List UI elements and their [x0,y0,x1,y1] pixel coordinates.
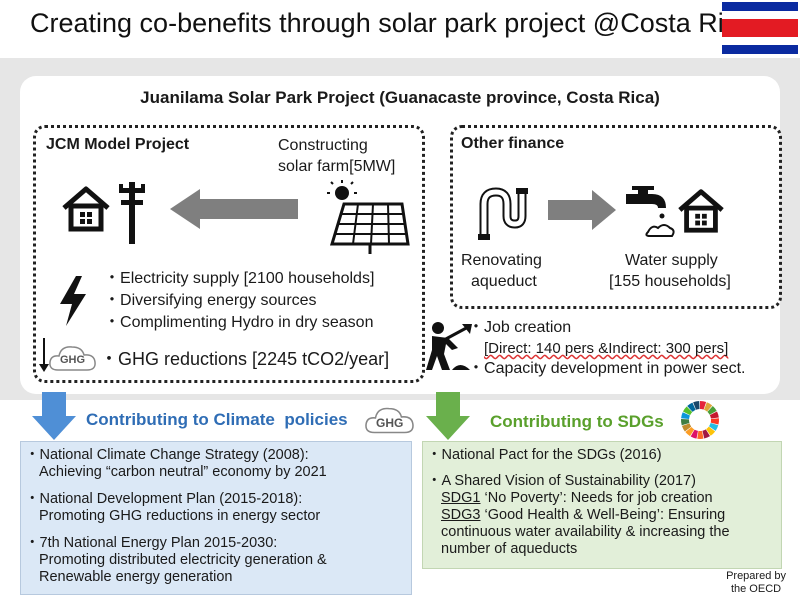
solar-panel-icon [322,180,410,261]
water-flow-arrow [548,190,616,235]
jcm-bullet-2: ・Diversifying energy sources [104,292,317,309]
sdg-wheel-segment [681,412,690,419]
sdg-wheel-segment [697,430,704,439]
sdg-wheel-segment [693,401,700,410]
climate-item-2: ・National Development Plan (2015-2018): … [25,491,321,524]
sdg-wheel-segment [682,406,693,416]
sdg-wheel-segment [710,418,719,425]
sdg-wheel-segment [702,429,711,439]
renovating-label-2: aqueduct [471,273,537,290]
jcm-model-project-box [33,125,425,383]
water-supply-label-2: [155 households] [609,273,731,290]
climate-item-1: ・National Climate Change Strategy (2008)… [25,447,327,480]
sdg-down-arrow [426,392,470,445]
sdg-wheel-segment [685,426,695,437]
sdg-wheel-icon [680,400,720,445]
sdg-wheel-segment [700,401,707,410]
ghg-cloud-icon: GHG [48,342,98,372]
costa-rica-flag [722,2,798,54]
ghg-cloud-label-2: GHG [376,416,404,430]
sdg3-code: SDG3 [441,507,481,523]
solar-label-line1: Constructing [278,137,368,154]
power-flow-arrow [170,187,298,236]
jcm-bullet-1: ・Electricity supply [2100 households] [104,270,375,287]
sdg-wheel-segment [707,405,717,415]
worker-icon [424,320,472,377]
job-creation: ・Job creation [468,319,572,336]
climate-policies-box: ・National Climate Change Strategy (2008)… [20,441,412,595]
down-arrow-icon [39,338,49,377]
sdg-item-vision: ・A Shared Vision of Sustainability (2017… [427,473,730,557]
utility-pole-icon [116,178,148,249]
contributing-climate-policies: Contributing to Climate policies [86,410,348,429]
page-title: Creating co-benefits through solar park … [30,8,753,38]
water-house-icon [676,186,726,239]
other-finance-box [450,125,782,309]
prepared-by: Prepared by the OECD [726,570,786,595]
other-finance-heading: Other finance [461,135,565,152]
climate-item-3: ・7th National Energy Plan 2015-2030: Pro… [25,535,327,585]
project-title: Juanilama Solar Park Project (Guanacaste… [140,88,660,107]
sdgs-box: ・National Pact for the SDGs (2016) ・A Sh… [422,441,782,569]
sdg1-code: SDG1 [441,490,481,506]
sdg-wheel-segment [681,419,690,426]
water-supply-label-1: Water supply [625,252,718,269]
renovating-label-1: Renovating [461,252,542,269]
ghg-cloud-icon-2: GHG [364,402,416,436]
sdg-wheel-segment [687,402,696,412]
sdg-wheel-segment [690,429,698,439]
climate-down-arrow [32,392,76,445]
sdg-item-pact: ・National Pact for the SDGs (2016) [427,447,662,463]
sdg-wheel-segment [681,423,692,432]
sdg-wheel-segment [709,423,719,431]
ghg-cloud-label: GHG [60,354,86,366]
lightning-icon [56,276,90,331]
capacity-development: ・Capacity development in power sect. [468,360,746,377]
solar-label-line2: solar farm[5MW] [278,158,396,175]
sdg-wheel-segment [706,426,716,436]
house-icon [60,184,112,237]
jcm-bullet-3: ・Complimenting Hydro in dry season [104,314,374,331]
sdg-wheel-segment [709,411,719,419]
contributing-sdgs: Contributing to SDGs [490,412,664,431]
sdg-wheel-segment [703,402,713,412]
job-creation-detail: [Direct: 140 pers &Indirect: 300 pers] [484,340,729,357]
faucet-icon [626,186,676,243]
jcm-heading: JCM Model Project [46,136,190,153]
ghg-reduction: ・GHG reductions [2245 tCO2/year] [100,349,390,369]
pipe-icon [478,186,532,247]
